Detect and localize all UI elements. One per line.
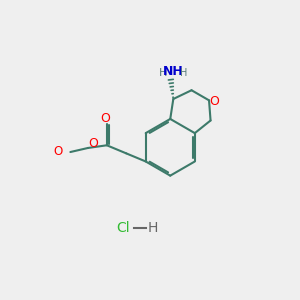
- Text: O: O: [100, 112, 110, 125]
- Text: O: O: [54, 145, 63, 158]
- Text: O: O: [209, 95, 219, 108]
- Text: H: H: [180, 68, 188, 78]
- Text: NH: NH: [162, 65, 183, 78]
- Text: H: H: [159, 68, 167, 78]
- Text: O: O: [88, 137, 98, 150]
- Text: Cl: Cl: [116, 221, 130, 235]
- Text: H: H: [148, 221, 158, 235]
